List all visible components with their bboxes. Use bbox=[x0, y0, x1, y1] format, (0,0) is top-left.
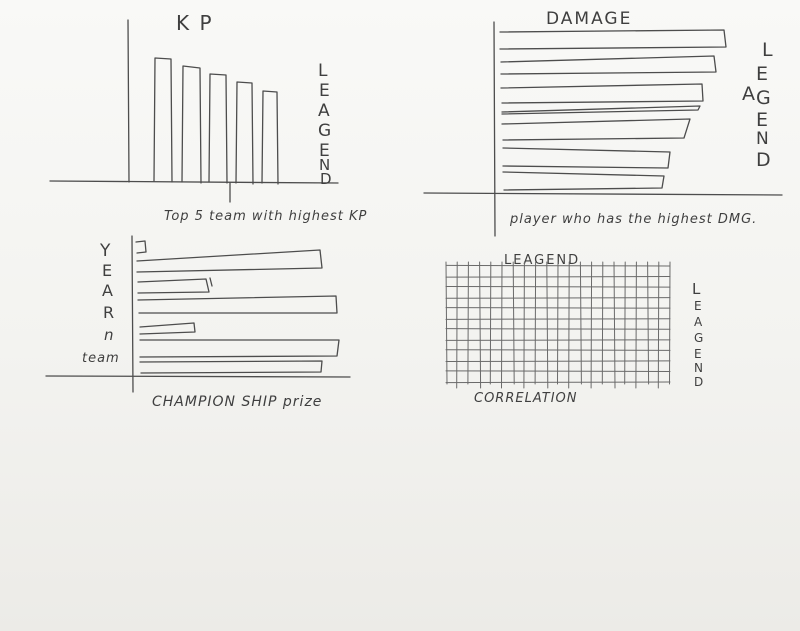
kp-title: K P bbox=[176, 11, 214, 35]
kp-y-axis bbox=[127, 19, 130, 183]
correlation-legend-letter: D bbox=[694, 375, 703, 389]
championship-axis-letter: Y bbox=[99, 241, 111, 261]
championship-axis-letter: E bbox=[102, 261, 112, 280]
damage-panel: DAMAGE L E A G E N D player who has the … bbox=[423, 9, 783, 237]
championship-bar bbox=[137, 278, 210, 294]
correlation-grid-column bbox=[557, 261, 559, 385]
correlation-grid-column bbox=[613, 261, 616, 389]
kp-bar bbox=[181, 65, 202, 184]
kp-legend-letter: E bbox=[319, 81, 330, 101]
correlation-grid-column bbox=[579, 261, 582, 385]
kp-bar bbox=[261, 90, 279, 185]
correlation-grid-column bbox=[489, 261, 492, 385]
damage-legend-letter: E bbox=[756, 109, 768, 131]
correlation-grid-column bbox=[501, 261, 503, 389]
damage-bar bbox=[500, 55, 717, 75]
correlation-grid-column bbox=[512, 261, 515, 385]
championship-x-axis bbox=[45, 375, 351, 378]
championship-bar-mark bbox=[209, 277, 213, 287]
kp-legend-letter: N bbox=[319, 156, 330, 174]
correlation-legend-letter: E bbox=[694, 347, 702, 361]
correlation-grid-column bbox=[657, 261, 660, 389]
correlation-caption: CORRELATION bbox=[474, 391, 578, 406]
correlation-legend-letter: L bbox=[692, 280, 701, 298]
damage-bar bbox=[502, 171, 665, 191]
correlation-panel: LEAGEND L E A G E N D CORRELATION bbox=[445, 253, 703, 406]
correlation-grid-column bbox=[590, 261, 593, 389]
correlation-legend-letter: A bbox=[694, 315, 703, 329]
championship-y-axis bbox=[131, 235, 134, 393]
kp-legend-letter: G bbox=[318, 121, 331, 141]
correlation-grid-column bbox=[568, 261, 570, 389]
damage-x-axis bbox=[423, 192, 783, 196]
championship-axis-word: team bbox=[82, 351, 120, 366]
championship-bar bbox=[139, 339, 340, 358]
damage-y-axis bbox=[493, 21, 496, 237]
damage-legend-letter: E bbox=[756, 63, 768, 85]
correlation-legend-letter: E bbox=[694, 299, 702, 313]
damage-legend-letter: N bbox=[756, 129, 769, 149]
kp-caption: Top 5 team with highest KP bbox=[164, 209, 367, 224]
kp-legend-letter: D bbox=[320, 170, 332, 188]
correlation-grid-column bbox=[546, 261, 549, 389]
kp-x-axis bbox=[49, 180, 339, 184]
correlation-grid-column bbox=[624, 261, 626, 385]
kp-legend-letter: L bbox=[318, 61, 328, 81]
championship-bar bbox=[139, 360, 323, 374]
kp-legend-letter: E bbox=[319, 141, 330, 161]
damage-bar bbox=[500, 83, 704, 104]
correlation-grid-column bbox=[479, 261, 482, 389]
correlation-title: LEAGEND bbox=[504, 253, 580, 268]
championship-bar bbox=[137, 295, 338, 314]
damage-bar bbox=[501, 105, 701, 115]
championship-axis-letter: R bbox=[103, 303, 114, 322]
correlation-legend-letter: N bbox=[694, 361, 703, 375]
correlation-grid-column bbox=[669, 261, 671, 385]
correlation-legend-letter: G bbox=[694, 331, 703, 345]
correlation-heatmap-grid bbox=[445, 261, 671, 389]
correlation-grid-column bbox=[635, 261, 637, 389]
kp-bar bbox=[235, 81, 254, 185]
damage-legend-letter: D bbox=[756, 149, 771, 171]
correlation-grid-column bbox=[467, 261, 469, 385]
championship-panel: Y E A R n team CHAMPION SHIP prize bbox=[45, 235, 351, 410]
damage-legend-letter: A bbox=[742, 83, 755, 105]
kp-bar bbox=[153, 57, 173, 183]
correlation-grid-column bbox=[456, 261, 458, 389]
damage-title: DAMAGE bbox=[546, 9, 632, 29]
championship-bar bbox=[136, 249, 323, 273]
correlation-grid-column bbox=[445, 261, 448, 385]
championship-caption: CHAMPION SHIP prize bbox=[152, 394, 322, 410]
correlation-grid-column bbox=[601, 261, 604, 385]
championship-bar bbox=[139, 322, 196, 335]
championship-axis-letter: A bbox=[102, 281, 113, 300]
correlation-grid-column bbox=[647, 261, 650, 385]
damage-caption: player who has the highest DMG. bbox=[509, 212, 757, 227]
damage-legend-letter: L bbox=[762, 39, 773, 61]
kp-panel: K P L E A G E N D Top 5 team with highes… bbox=[49, 11, 367, 224]
damage-bar bbox=[502, 147, 671, 169]
damage-legend-letter: G bbox=[756, 87, 771, 109]
correlation-grid-column bbox=[523, 261, 525, 389]
kp-legend-letter: A bbox=[318, 101, 330, 121]
damage-bar bbox=[501, 118, 691, 141]
championship-axis-letter: n bbox=[104, 326, 115, 344]
correlation-grid-column bbox=[534, 261, 537, 385]
damage-bar bbox=[499, 29, 727, 50]
championship-bar bbox=[135, 240, 147, 254]
kp-bar bbox=[208, 73, 228, 184]
